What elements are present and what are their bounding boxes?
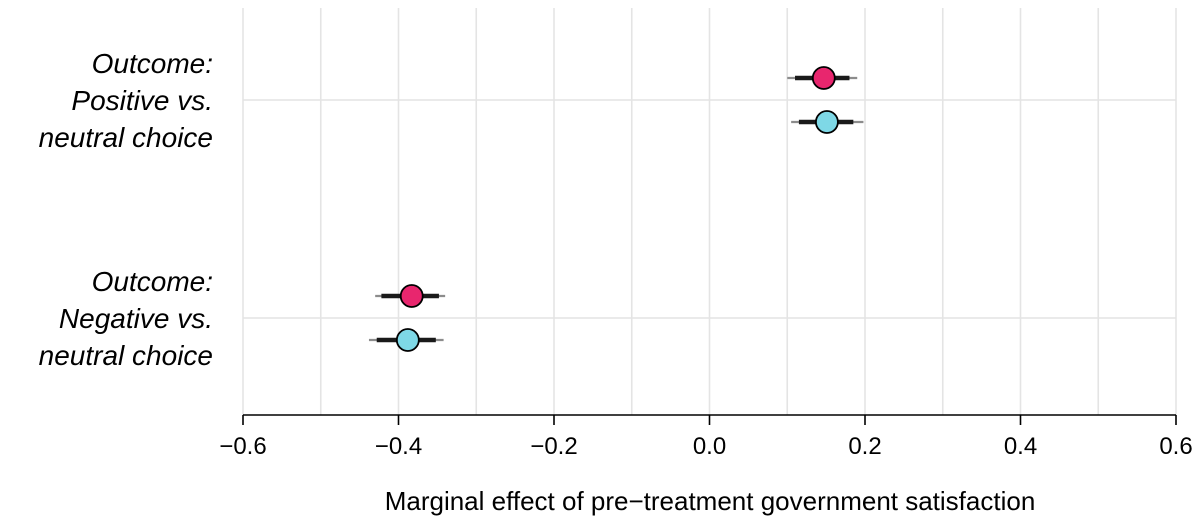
- category-label: neutral choice: [39, 122, 213, 153]
- category-label: neutral choice: [39, 340, 213, 371]
- category-labels: Outcome: Positive vs. neutral choice Outcom…: [39, 48, 213, 371]
- point-estimate: [399, 284, 424, 308]
- x-axis-title: Marginal effect of pre−treatment governm…: [385, 486, 1036, 516]
- data-points: [368, 66, 864, 352]
- point-estimate: [811, 66, 836, 90]
- grid: [242, 8, 1177, 415]
- x-tick-label: 0.0: [693, 433, 726, 460]
- point-estimate: [395, 328, 420, 352]
- x-tick-label: −0.2: [530, 433, 577, 460]
- point-estimate: [815, 110, 839, 134]
- category-label: Outcome:: [92, 266, 213, 297]
- category-label: Outcome:: [92, 48, 213, 79]
- x-tick-label: 0.2: [848, 433, 881, 460]
- category-label: Negative vs.: [59, 303, 213, 334]
- category-label: Positive vs.: [71, 85, 213, 116]
- x-tick-label: −0.4: [375, 433, 422, 460]
- x-tick-label: 0.4: [1004, 433, 1037, 460]
- x-tick-label: −0.6: [219, 433, 266, 460]
- x-axis: −0.6 −0.4 −0.2 0.0 0.2 0.4 0.6: [219, 414, 1193, 460]
- x-tick-label: 0.6: [1159, 433, 1192, 460]
